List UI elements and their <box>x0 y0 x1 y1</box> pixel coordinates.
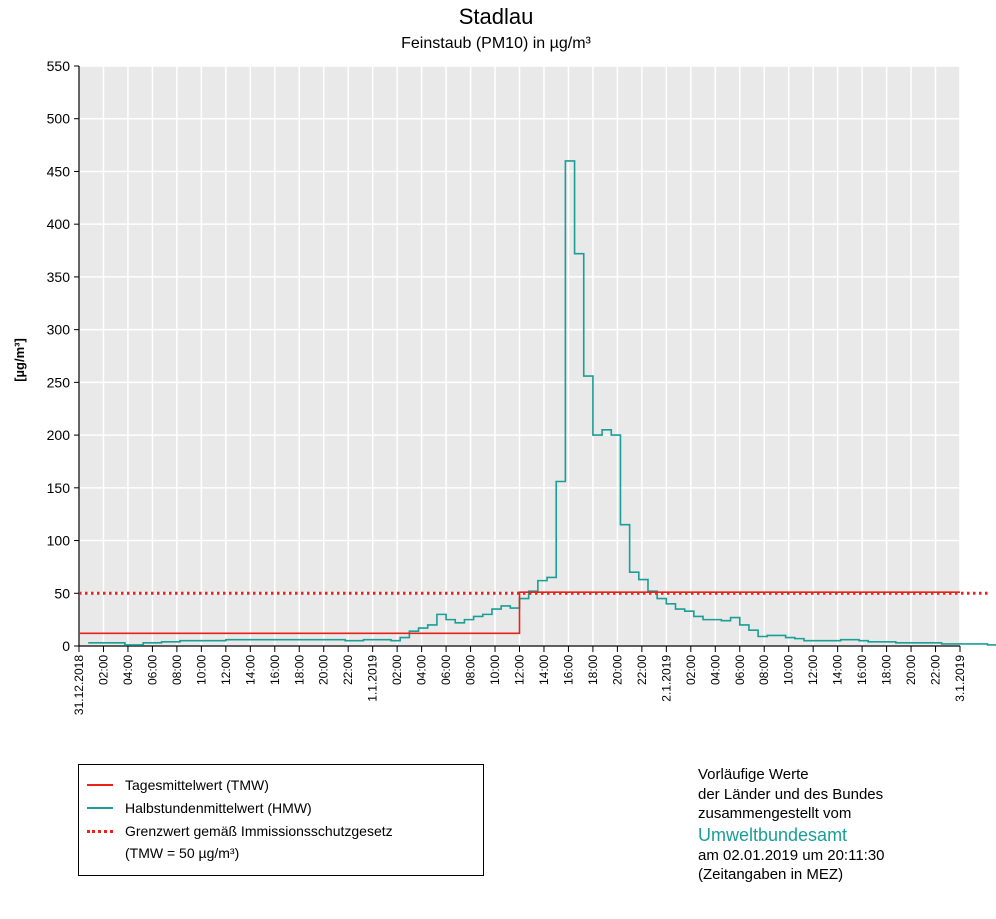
x-tick-label: 20:00 <box>904 655 918 685</box>
y-tick-label: 500 <box>47 111 71 127</box>
legend-swatch-hmw <box>87 807 113 809</box>
series-hmw-line <box>88 160 996 646</box>
source-note: Vorläufige Werte der Länder und des Bund… <box>698 765 885 885</box>
x-tick-label: 02:00 <box>96 655 110 685</box>
x-tick-label: 3.1.2019 <box>953 655 967 702</box>
y-tick-label: 0 <box>62 638 70 654</box>
y-tick-label: 350 <box>47 269 71 285</box>
x-tick-label: 12:00 <box>219 655 233 685</box>
chart-subtitle: Feinstaub (PM10) in µg/m³ <box>401 35 591 52</box>
legend-limit-note-text: (TMW = 50 µg/m³) <box>125 845 240 861</box>
x-tick-label: 14:00 <box>537 655 551 685</box>
legend-label-hmw: Halbstundenmittelwert (HMW) <box>125 800 312 816</box>
legend-item-tmw: Tagesmittelwert (TMW) <box>87 777 269 793</box>
legend-label-tmw: Tagesmittelwert (TMW) <box>125 777 269 793</box>
note-org: Umweltbundesamt <box>698 824 848 845</box>
note-line-1: Vorläufige Werte <box>698 766 809 783</box>
x-tick-label: 06:00 <box>439 655 453 685</box>
y-tick-label: 100 <box>47 533 71 549</box>
x-tick-label: 04:00 <box>121 655 135 685</box>
x-tick-label: 22:00 <box>635 655 649 685</box>
x-tick-label: 08:00 <box>170 655 184 685</box>
y-axis-label: [µg/m³] <box>12 338 27 382</box>
y-tick-label: 250 <box>47 374 71 390</box>
note-line-4: am 02.01.2019 um 20:11:30 <box>698 846 885 864</box>
x-tick-label: 14:00 <box>243 655 257 685</box>
x-tick-label: 04:00 <box>708 655 722 685</box>
x-tick-label: 22:00 <box>929 655 943 685</box>
x-tick-label: 06:00 <box>733 655 747 685</box>
x-tick-label: 18:00 <box>880 655 894 685</box>
x-tick-label: 16:00 <box>855 655 869 685</box>
x-tick-label: 08:00 <box>757 655 771 685</box>
x-tick-label: 10:00 <box>488 655 502 685</box>
y-tick-label: 200 <box>47 427 71 443</box>
y-tick-label: 50 <box>54 585 70 601</box>
y-tick-label: 450 <box>47 163 71 179</box>
x-tick-label: 02:00 <box>684 655 698 685</box>
legend-limit-note: (TMW = 50 µg/m³) <box>125 845 239 861</box>
chart-title: Stadlau <box>459 4 534 29</box>
x-tick-label: 22:00 <box>341 655 355 685</box>
note-line-5: (Zeitangaben in MEZ) <box>698 866 844 883</box>
legend-item-limit: Grenzwert gemäß Immissionsschutzgesetz <box>87 823 393 839</box>
x-tick-label: 16:00 <box>561 655 575 685</box>
x-tick-label: 12:00 <box>513 655 527 685</box>
x-tick-label: 1.1.2019 <box>366 655 380 702</box>
x-tick-label: 16:00 <box>268 655 282 685</box>
x-tick-label: 10:00 <box>194 655 208 685</box>
y-tick-label: 550 <box>47 58 71 74</box>
x-tick-label: 12:00 <box>806 655 820 685</box>
x-tick-label: 20:00 <box>610 655 624 685</box>
x-tick-label: 08:00 <box>464 655 478 685</box>
legend-label-limit: Grenzwert gemäß Immissionsschutzgesetz <box>125 823 393 839</box>
x-tick-label: 18:00 <box>292 655 306 685</box>
y-tick-label: 300 <box>47 322 71 338</box>
x-tick-label: 06:00 <box>145 655 159 685</box>
x-tick-label: 20:00 <box>317 655 331 685</box>
x-tick-label: 04:00 <box>415 655 429 685</box>
legend-swatch-tmw <box>87 784 113 786</box>
grid <box>78 65 961 647</box>
series-layer <box>79 160 996 646</box>
x-tick-label: 18:00 <box>586 655 600 685</box>
x-tick-label: 10:00 <box>782 655 796 685</box>
y-tick-label: 150 <box>47 480 71 496</box>
legend-swatch-limit <box>87 829 113 833</box>
y-tick-label: 400 <box>47 216 71 232</box>
x-tick-label: 14:00 <box>831 655 845 685</box>
legend: Tagesmittelwert (TMW) Halbstundenmittelw… <box>78 764 484 876</box>
note-line-2: der Länder und des Bundes <box>698 785 884 803</box>
x-tick-label: 2.1.2019 <box>659 655 673 702</box>
legend-item-hmw: Halbstundenmittelwert (HMW) <box>87 800 312 816</box>
x-tick-label: 31.12.2018 <box>72 655 86 715</box>
chart: Stadlau Feinstaub (PM10) in µg/m³ [µg/m³… <box>12 4 996 715</box>
x-axis: 31.12.2018 02:00 04:00 06:00 08:00 10:00 12:00… <box>72 645 967 715</box>
x-tick-label: 02:00 <box>390 655 404 685</box>
y-axis: 0 50 100 150 200 250 300 350 400 450 500 550 <box>47 58 80 654</box>
note-line-3: zusammengestellt vom <box>698 805 852 822</box>
